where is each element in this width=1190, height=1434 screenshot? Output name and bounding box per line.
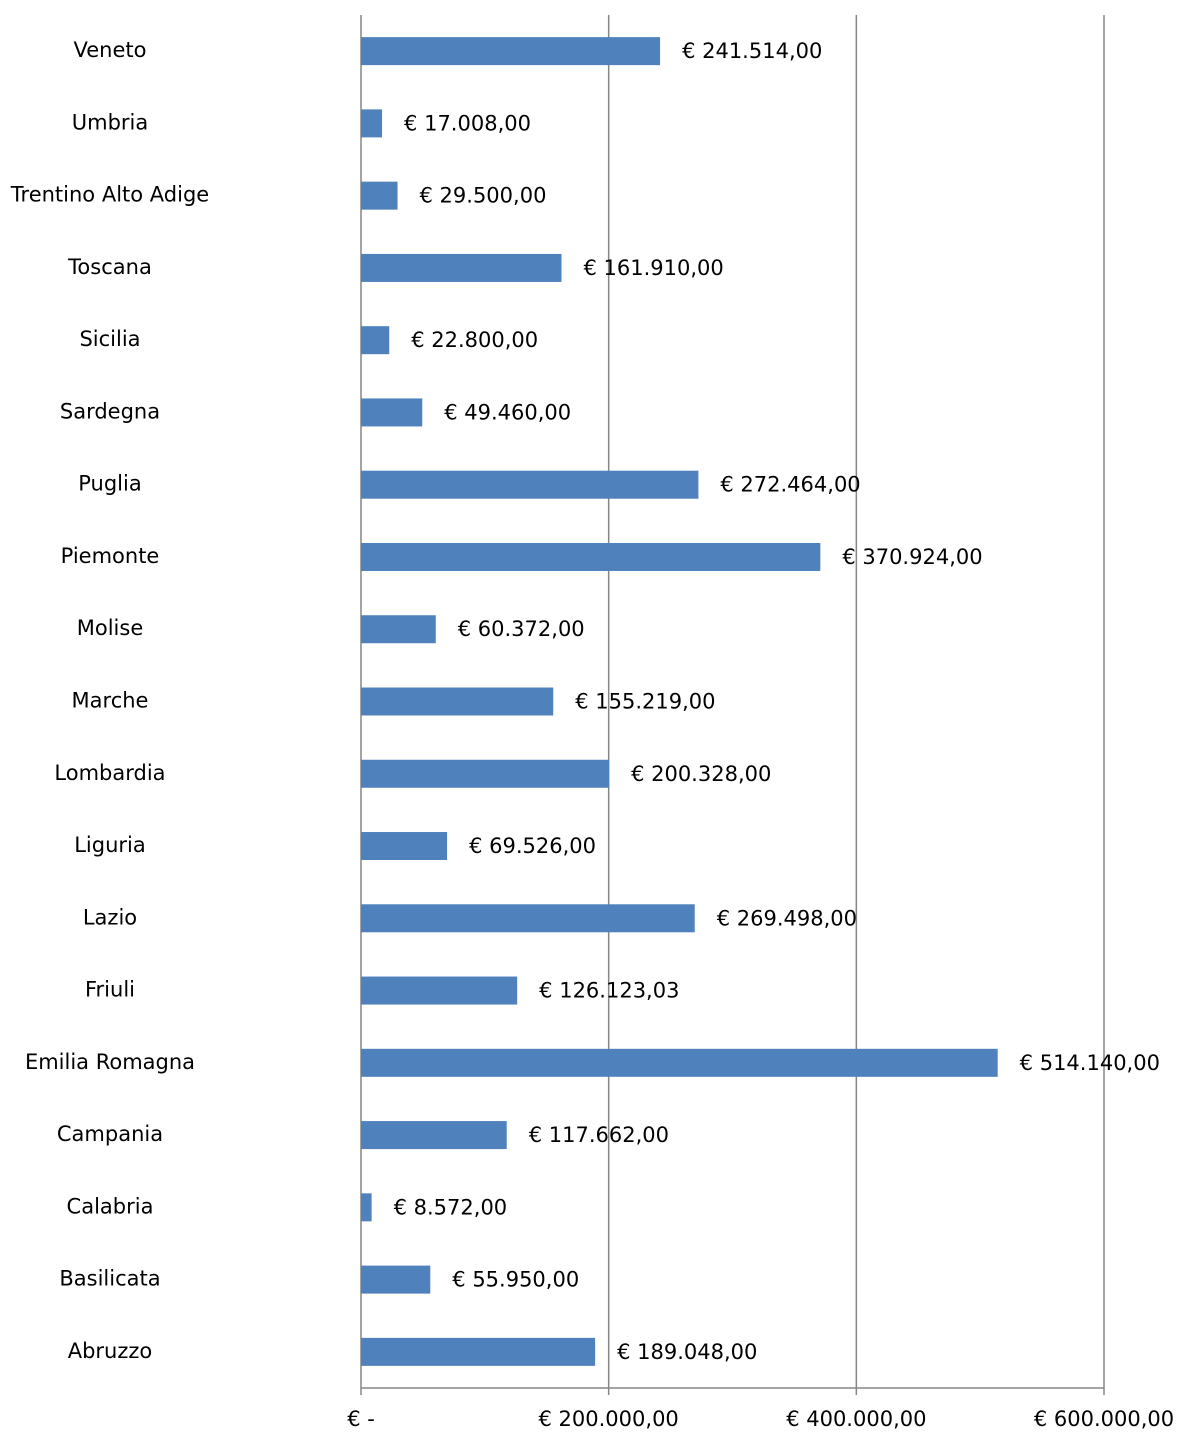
bar	[361, 615, 436, 644]
bar	[361, 398, 423, 427]
bar	[361, 1121, 507, 1150]
bar	[361, 542, 821, 571]
bar	[361, 37, 661, 66]
value-label: € 29.500,00	[420, 184, 547, 208]
y-tick-label: Abruzzo	[68, 1339, 153, 1363]
value-label: € 272.464,00	[720, 473, 860, 497]
y-tick-label: Sardegna	[60, 399, 160, 423]
y-tick-label: Puglia	[78, 472, 141, 496]
y-tick-label: Molise	[77, 616, 144, 640]
value-label: € 514.140,00	[1020, 1051, 1160, 1075]
value-label: € 161.910,00	[583, 256, 723, 280]
y-tick-label: Veneto	[74, 38, 147, 62]
x-tick-label: € 600.000,00	[1034, 1407, 1174, 1431]
x-tick-label: € 400.000,00	[786, 1407, 926, 1431]
y-tick-label: Liguria	[74, 833, 146, 857]
bar	[361, 470, 699, 499]
value-label: € 155.219,00	[575, 690, 715, 714]
value-label: € 370.924,00	[842, 545, 982, 569]
bar	[361, 687, 554, 716]
value-label: € 22.800,00	[411, 328, 538, 352]
y-tick-label: Piemonte	[61, 544, 160, 568]
x-tick-label: € -	[347, 1407, 375, 1431]
value-label: € 241.514,00	[682, 39, 822, 63]
value-label: € 60.372,00	[458, 617, 585, 641]
value-label: € 55.950,00	[452, 1268, 579, 1292]
y-tick-label: Calabria	[67, 1194, 154, 1218]
bar	[361, 976, 518, 1005]
bar	[361, 181, 398, 210]
bar	[361, 759, 610, 788]
y-tick-label: Lombardia	[54, 761, 165, 785]
y-tick-label: Sicilia	[79, 327, 140, 351]
y-tick-label: Friuli	[85, 978, 135, 1002]
bar	[361, 326, 390, 355]
value-label: € 189.048,00	[617, 1340, 757, 1364]
value-label: € 200.328,00	[631, 762, 771, 786]
bar	[361, 1337, 596, 1366]
y-tick-label: Marche	[72, 689, 149, 713]
y-tick-label: Campania	[57, 1122, 163, 1146]
y-tick-label: Basilicata	[59, 1267, 160, 1291]
value-label: € 8.572,00	[394, 1195, 508, 1219]
y-tick-label: Emilia Romagna	[25, 1050, 195, 1074]
value-label: € 269.498,00	[717, 906, 857, 930]
bar	[361, 109, 383, 138]
value-label: € 126.123,03	[539, 979, 679, 1003]
bar	[361, 1265, 431, 1294]
bar	[361, 1048, 998, 1077]
value-label: € 17.008,00	[404, 111, 531, 135]
value-label: € 69.526,00	[469, 834, 596, 858]
y-tick-label: Toscana	[67, 255, 152, 279]
value-label: € 117.662,00	[529, 1123, 669, 1147]
bar	[361, 904, 695, 933]
bar	[361, 1193, 372, 1222]
value-label: € 49.460,00	[444, 400, 571, 424]
y-tick-label: Trentino Alto Adige	[10, 183, 209, 207]
bar	[361, 253, 562, 282]
y-tick-label: Umbria	[72, 110, 149, 134]
bar	[361, 832, 448, 861]
x-tick-label: € 200.000,00	[539, 1407, 679, 1431]
y-tick-label: Lazio	[83, 905, 137, 929]
